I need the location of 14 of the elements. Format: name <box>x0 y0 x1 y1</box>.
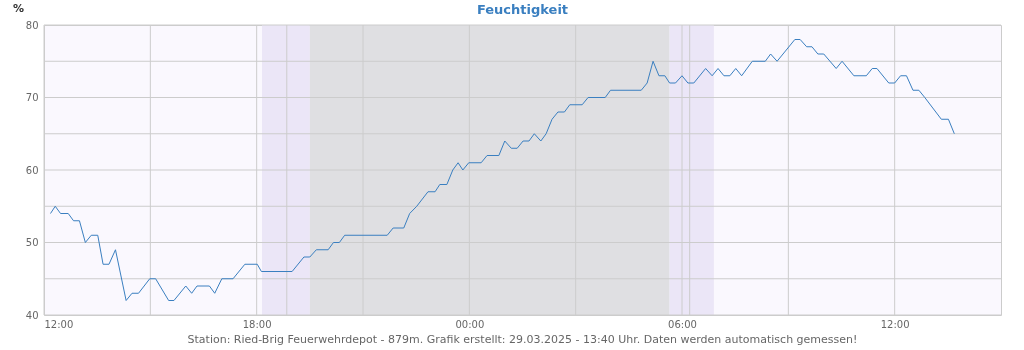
line-series <box>50 39 955 301</box>
y-tick-label: 70 <box>25 92 39 103</box>
x-tick-label: 12:00 <box>44 318 74 330</box>
x-tick-label: 00:00 <box>455 318 485 330</box>
y-tick-label: 60 <box>25 164 39 176</box>
x-tick-label: 06:00 <box>668 318 697 330</box>
text: Station: Ried-Brig Feuerwehrdepot - 879m. Grafik erstellt: 29.03.2025 - 13:40 Uhr. Daten werden automatisch gemessen! <box>187 333 858 346</box>
x-tick-label: 18:00 <box>242 318 272 330</box>
x-tick-label: 12:00 <box>880 318 910 330</box>
y-tick-label: 50 <box>25 237 39 248</box>
y-tick-label: 40 <box>25 309 39 321</box>
y-axis-title: % <box>12 1 25 15</box>
chart-title: Feuchtigkeit <box>476 2 569 17</box>
y-tick-label: 80 <box>25 19 39 31</box>
